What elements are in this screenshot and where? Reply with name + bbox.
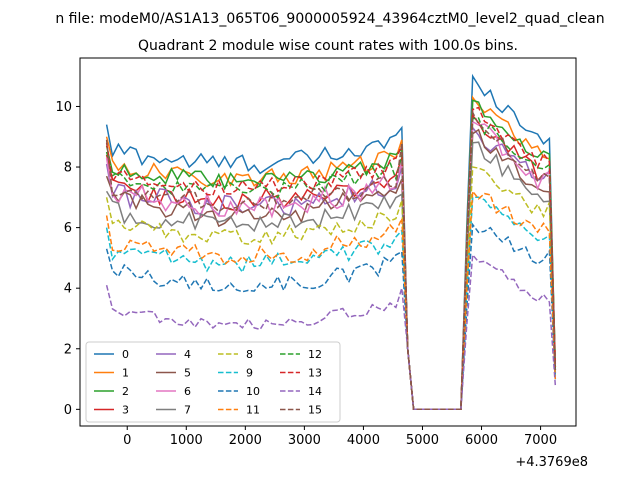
legend-label-9: 9 — [246, 367, 253, 380]
x-tick-label: 6000 — [465, 433, 498, 448]
series-line-13 — [105, 106, 557, 411]
x-tick-label: 7000 — [524, 433, 557, 448]
legend-label-8: 8 — [246, 348, 253, 361]
series-line-10 — [105, 222, 557, 411]
series-line-8 — [105, 166, 557, 411]
series-group — [105, 73, 557, 411]
series-line-7 — [105, 141, 557, 411]
legend-box — [85, 341, 341, 423]
legend-label-14: 14 — [308, 385, 322, 398]
x-axis: 0 1000 2000 3000 4000 5000 6000 7000 — [123, 426, 557, 448]
y-tick-label: 4 — [64, 282, 72, 297]
legend-label-3: 3 — [122, 404, 129, 417]
x-tick-label: 0 — [123, 433, 131, 448]
y-tick-label: 0 — [64, 403, 72, 418]
series-line-9 — [105, 196, 557, 411]
x-axis-offset-text: +4.3769e8 — [515, 455, 588, 470]
series-line-11 — [105, 189, 557, 411]
series-line-12 — [105, 117, 557, 411]
y-axis: 0 2 4 6 8 10 — [55, 100, 80, 418]
legend-label-1: 1 — [122, 367, 129, 380]
series-line-5 — [105, 128, 557, 411]
legend-label-6: 6 — [184, 385, 191, 398]
y-tick-label: 10 — [55, 100, 72, 115]
legend-label-13: 13 — [308, 367, 322, 380]
legend-label-11: 11 — [246, 404, 260, 417]
legend-label-0: 0 — [122, 348, 129, 361]
legend-label-4: 4 — [184, 348, 191, 361]
series-line-2 — [105, 99, 557, 411]
legend-label-5: 5 — [184, 367, 191, 380]
legend-label-2: 2 — [122, 385, 129, 398]
axes — [79, 57, 577, 427]
series-line-6 — [105, 120, 557, 411]
x-tick-label: 4000 — [347, 433, 380, 448]
y-tick-label: 8 — [64, 161, 72, 176]
x-tick-label: 5000 — [406, 433, 439, 448]
y-tick-label: 2 — [64, 342, 72, 357]
legend-label-15: 15 — [308, 404, 322, 417]
legend-label-7: 7 — [184, 404, 191, 417]
chart-title: Quadrant 2 module wise count rates with … — [138, 38, 518, 54]
series-line-14 — [105, 253, 557, 411]
x-tick-label: 2000 — [229, 433, 262, 448]
series-line-0 — [105, 73, 557, 411]
y-tick-label: 6 — [64, 221, 72, 236]
x-tick-label: 3000 — [288, 433, 321, 448]
plot-frame — [79, 57, 577, 427]
series-line-15 — [105, 109, 557, 411]
legend-label-10: 10 — [246, 385, 260, 398]
figure-suptitle: n file: modeM0/AS1A13_065T06_9000005924_… — [55, 11, 604, 27]
x-tick-label: 1000 — [170, 433, 203, 448]
legend-label-12: 12 — [308, 348, 322, 361]
